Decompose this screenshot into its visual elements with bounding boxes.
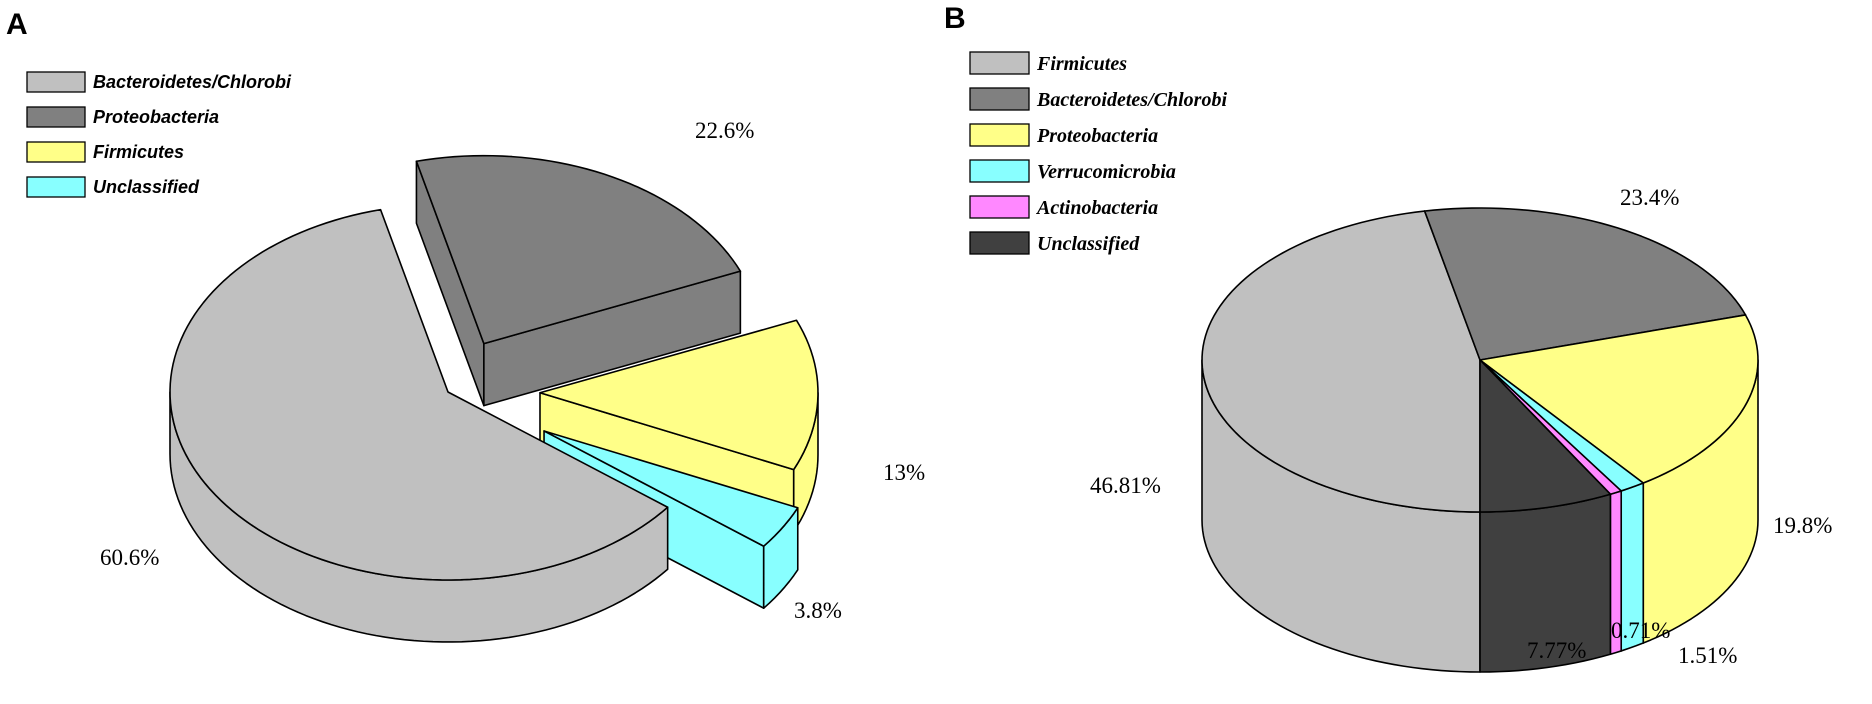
legend-swatch-actinobacteria	[969, 195, 1030, 219]
data-label-proteobacteria: 19.8%	[1773, 513, 1832, 538]
slice-firmicutes-top	[539, 319, 819, 471]
panel-a-data-labels: 60.6% 22.6% 13% 3.8%	[100, 118, 925, 623]
data-label-bacteroidetes-chlorobi: 23.4%	[1620, 185, 1679, 210]
data-label-unclassified: 7.77%	[1527, 638, 1586, 663]
data-label-verrucomicrobia: 1.51%	[1678, 643, 1737, 668]
data-label-firmicutes: 46.81%	[1090, 473, 1161, 498]
data-label-firmicutes: 13%	[883, 460, 925, 485]
legend-label-proteobacteria: Proteobacteria	[93, 107, 219, 127]
slice-bacteroidetes-chlorobi-top	[169, 208, 669, 581]
panel-b-pie	[1201, 207, 1759, 673]
legend-label-firmicutes: Firmicutes	[1036, 53, 1127, 75]
data-label-proteobacteria: 22.6%	[695, 118, 754, 143]
legend-swatch-verrucomicrobia	[969, 159, 1030, 183]
panel-b-letter: B	[944, 2, 966, 35]
data-label-unclassified: 3.8%	[794, 598, 842, 623]
legend-label-verrucomicrobia: Verrucomicrobia	[1037, 161, 1176, 183]
data-label-actinobacteria: 0.71%	[1611, 618, 1670, 643]
legend-swatch-bacteroidetes-chlorobi	[969, 87, 1030, 111]
legend-label-unclassified: Unclassified	[1037, 233, 1140, 255]
legend-label-proteobacteria: Proteobacteria	[1036, 125, 1158, 147]
slice-unclassified-top	[1479, 359, 1612, 513]
legend-swatch-proteobacteria	[26, 106, 86, 128]
panel-b-data-labels: 46.81% 23.4% 19.8% 1.51% 0.71% 7.77%	[1090, 185, 1832, 668]
slice-proteobacteria-top	[1479, 314, 1759, 484]
panel-b-legend: Firmicutes Bacteroidetes/Chlorobi Proteoba…	[969, 51, 1227, 255]
slice-unclassified-top	[543, 430, 799, 547]
legend-label-unclassified: Unclassified	[93, 177, 200, 197]
panel-a: A Bacteroidetes/Chlorobi Proteobacteria Fi…	[6, 8, 925, 643]
slice-proteobacteria-top	[415, 154, 742, 345]
panel-a-letter: A	[6, 8, 28, 41]
legend-swatch-unclassified	[26, 176, 86, 198]
legend-swatch-unclassified	[969, 231, 1030, 255]
panel-a-pie	[169, 154, 819, 643]
legend-swatch-firmicutes	[26, 141, 86, 163]
data-label-bacteroidetes-chlorobi: 60.6%	[100, 545, 159, 570]
panel-b: B Firmicutes Bacteroidetes/Chlorobi Proteo…	[944, 2, 1832, 673]
legend-label-bacteroidetes-chlorobi: Bacteroidetes/Chlorobi	[1036, 89, 1227, 111]
slice-bacteroidetes-chlorobi-top	[1423, 207, 1747, 361]
legend-label-actinobacteria: Actinobacteria	[1035, 197, 1158, 219]
legend-swatch-firmicutes	[969, 51, 1030, 75]
legend-label-firmicutes: Firmicutes	[93, 142, 184, 162]
slice-firmicutes-top	[1201, 210, 1481, 513]
legend-swatch-bacteroidetes-chlorobi	[26, 71, 86, 93]
panel-a-legend: Bacteroidetes/Chlorobi Proteobacteria Firm…	[26, 71, 292, 198]
legend-swatch-proteobacteria	[969, 123, 1030, 147]
legend-label-bacteroidetes-chlorobi: Bacteroidetes/Chlorobi	[93, 72, 292, 92]
